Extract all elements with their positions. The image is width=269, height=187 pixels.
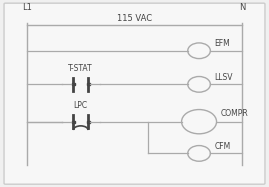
Text: LLSV: LLSV xyxy=(214,73,233,82)
Text: COMPR: COMPR xyxy=(221,109,248,118)
Text: T-STAT: T-STAT xyxy=(68,64,93,73)
Bar xyxy=(87,83,90,85)
Text: LPC: LPC xyxy=(74,102,88,111)
Text: L1: L1 xyxy=(22,3,32,12)
FancyBboxPatch shape xyxy=(4,3,265,184)
Bar xyxy=(72,121,75,123)
Text: CFM: CFM xyxy=(214,142,231,151)
Text: 115 VAC: 115 VAC xyxy=(117,14,152,23)
Text: N: N xyxy=(239,3,245,12)
Bar xyxy=(72,83,75,85)
Text: EFM: EFM xyxy=(214,39,230,48)
Bar xyxy=(87,121,90,123)
